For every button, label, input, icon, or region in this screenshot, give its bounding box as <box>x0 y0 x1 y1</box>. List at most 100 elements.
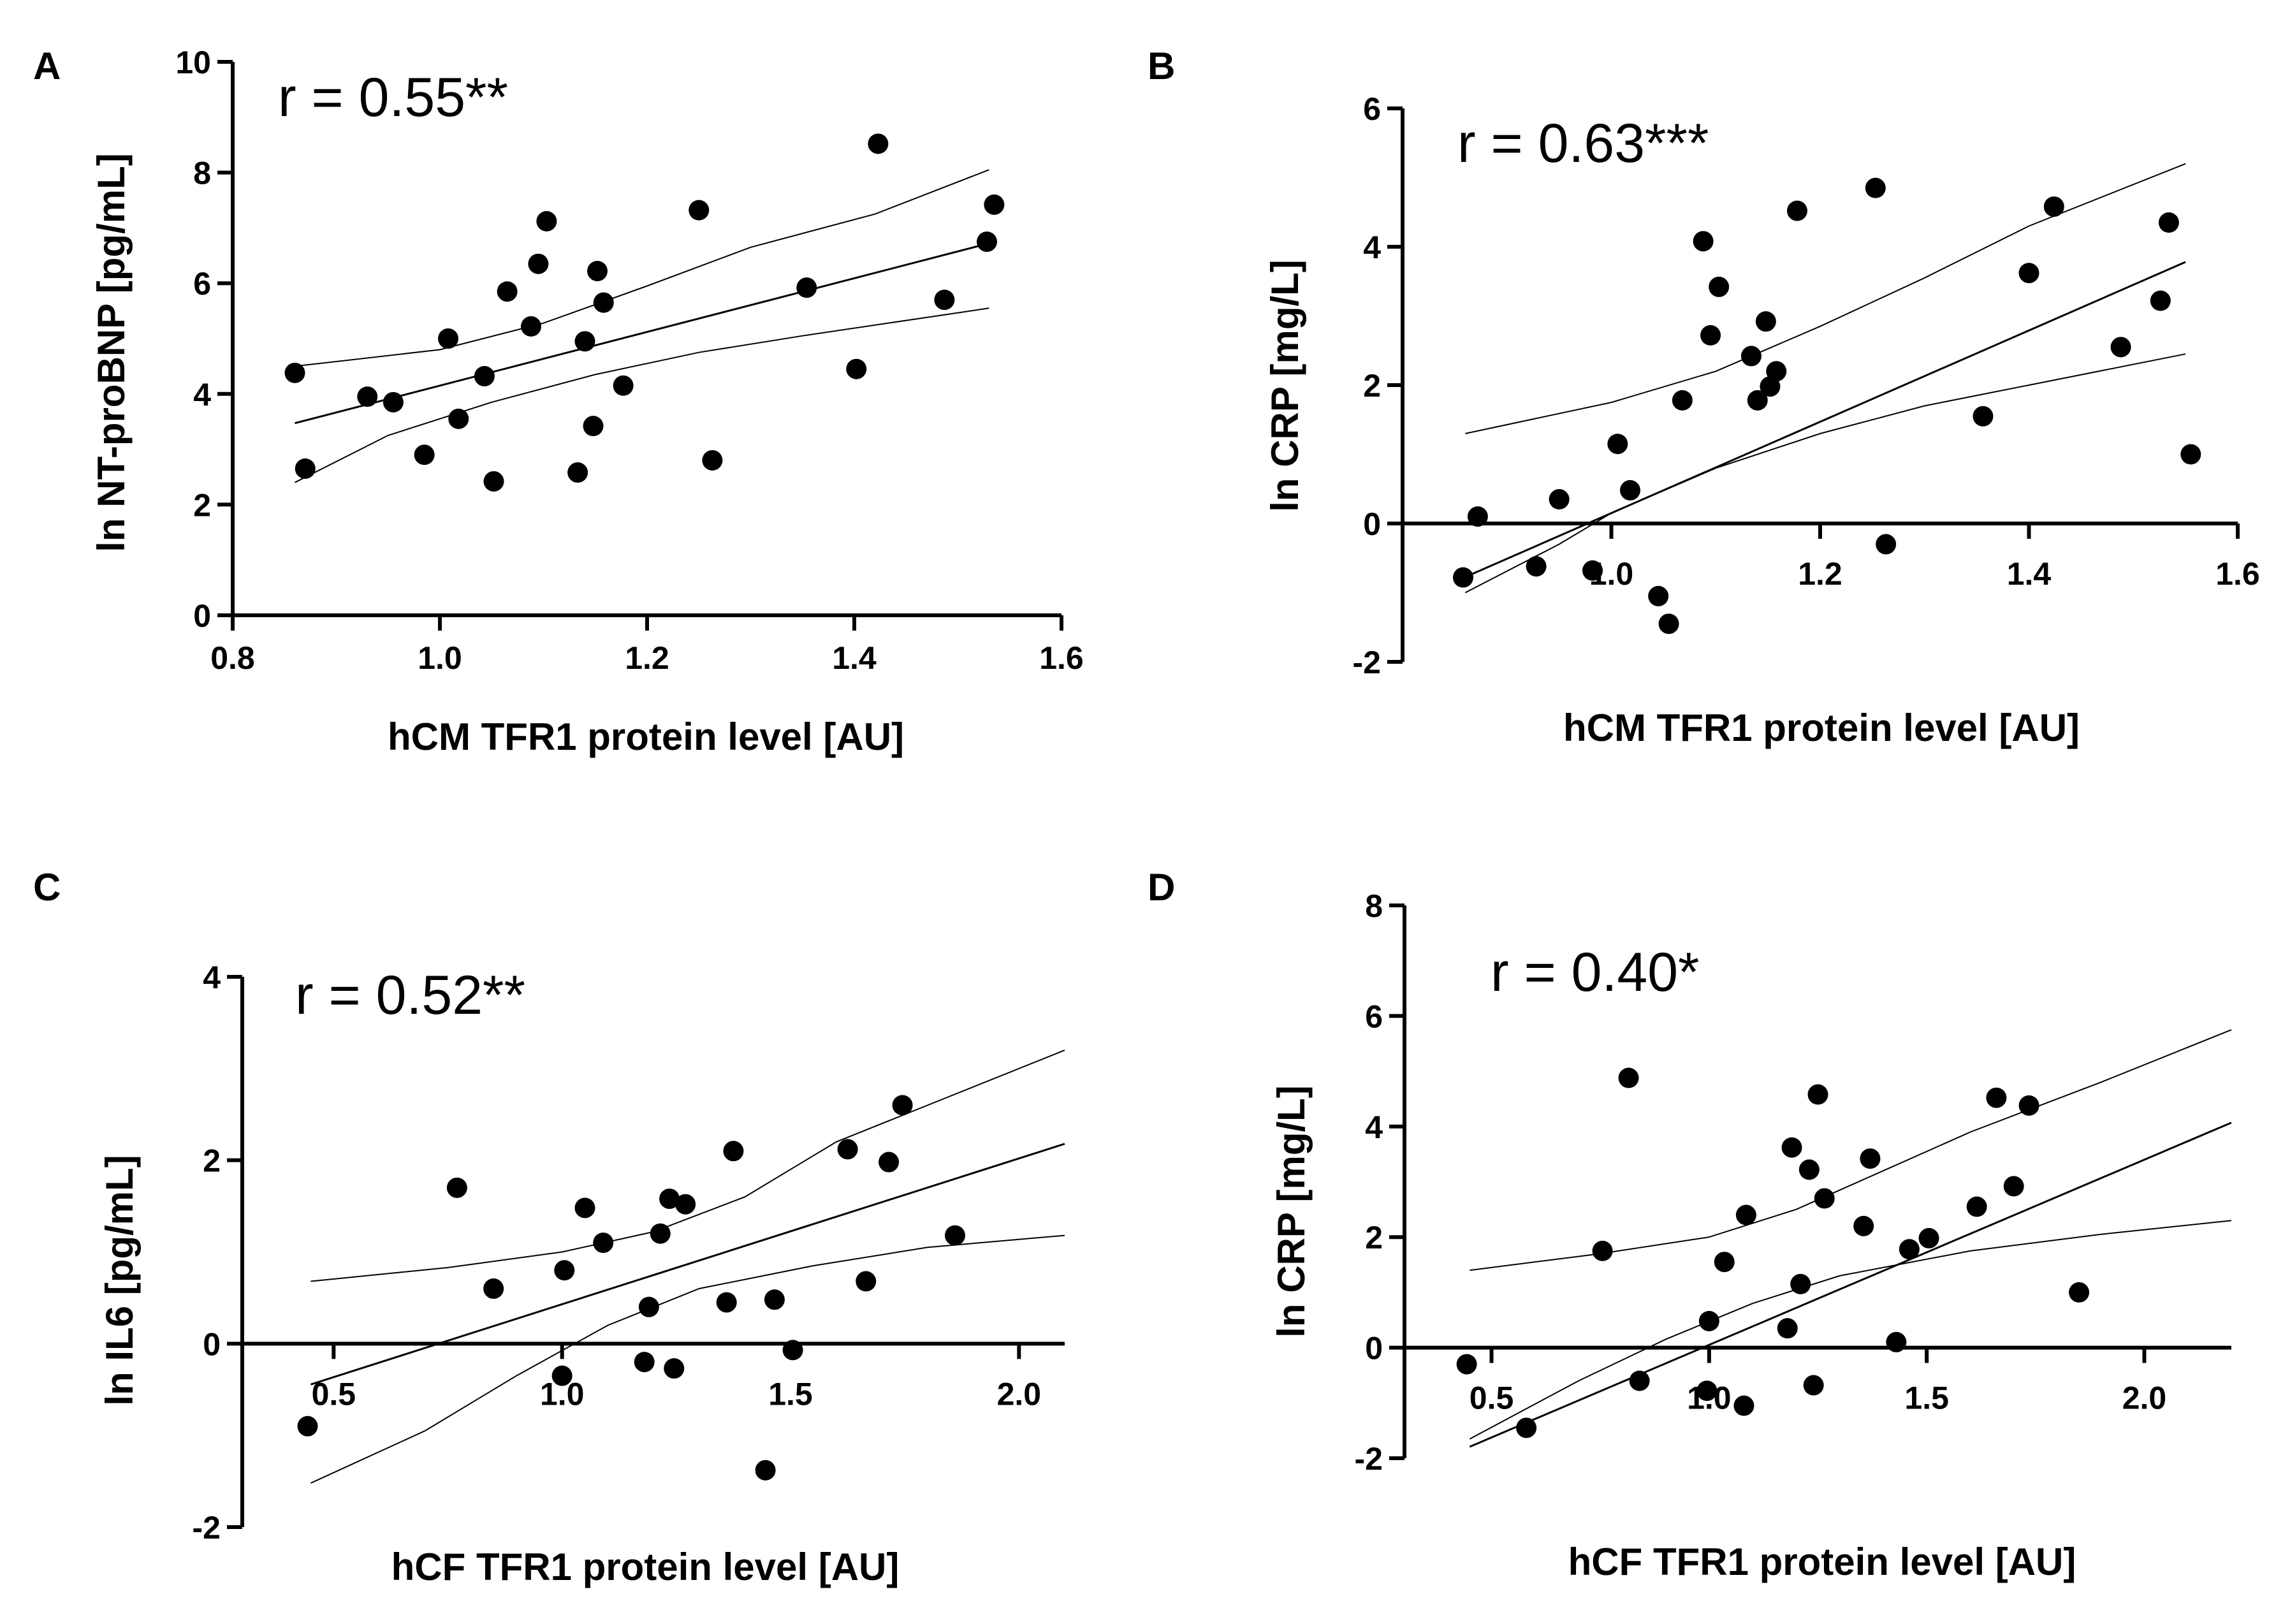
y-tick-label-d: 2 <box>1365 1220 1383 1255</box>
y-tick-label-b: 2 <box>1363 368 1381 404</box>
data-point-a <box>295 458 316 479</box>
data-point-c <box>723 1141 744 1162</box>
ci-lower-band-d <box>1469 1220 2232 1440</box>
y-tick-label-d: 6 <box>1365 999 1383 1034</box>
data-point-b <box>1582 560 1603 581</box>
data-point-b <box>1973 406 1994 427</box>
data-point-a <box>593 292 614 313</box>
correlation-label-c: r = 0.52** <box>295 965 525 1026</box>
data-point-b <box>1766 361 1787 382</box>
y-tick-label-c: 4 <box>203 960 221 995</box>
data-point-a <box>474 366 495 387</box>
correlation-label-a: r = 0.55** <box>278 67 508 128</box>
data-point-b <box>1619 479 1640 501</box>
panel-d: D r = 0.40* ln CRP [mg/L] hCF TFR1 prote… <box>1148 866 2232 1583</box>
x-tick-label-c: 2.0 <box>997 1376 1042 1412</box>
data-point-a <box>613 375 634 396</box>
data-point-d <box>1886 1331 1907 1352</box>
y-tick-label-a: 4 <box>193 377 211 413</box>
x-tick-label-b: 1.6 <box>2215 556 2260 592</box>
data-point-d <box>1456 1354 1477 1375</box>
y-tick-label-b: 4 <box>1363 230 1381 265</box>
plot-area-a: 0 2 4 6 8 10 0.8 1.0 1.2 1.4 1.6 <box>175 45 1083 676</box>
ci-upper-band-c <box>310 1050 1065 1282</box>
data-point-d <box>1899 1239 1920 1260</box>
data-point-c <box>551 1365 573 1386</box>
y-tick-label-a: 2 <box>193 487 211 523</box>
data-point-c <box>782 1340 803 1361</box>
panel-b: B r = 0.63*** ln CRP [mg/L] hCM TFR1 pro… <box>1148 45 2260 749</box>
data-point-d <box>1592 1240 1613 1261</box>
panel-a: A r = 0.55** ln NT-proBNP [pg/mL] hCM TF… <box>33 45 1084 758</box>
data-point-d <box>1733 1395 1754 1416</box>
data-point-d <box>2069 1282 2090 1303</box>
data-point-a <box>448 408 469 429</box>
data-point-d <box>1790 1273 1811 1294</box>
x-tick-label-b: 1.4 <box>2007 556 2052 592</box>
x-axis-title-d: hCF TFR1 protein level [AU] <box>1568 1540 2076 1583</box>
data-point-b <box>1467 506 1488 527</box>
data-point-b <box>1693 231 1714 252</box>
data-point-c <box>659 1189 680 1210</box>
y-tick-label-a: 10 <box>175 45 211 80</box>
correlation-label-d: r = 0.40* <box>1491 942 1700 1003</box>
y-tick-label-b: -2 <box>1353 645 1381 680</box>
data-point-d <box>1629 1370 1650 1391</box>
regression-line-a <box>295 242 989 425</box>
data-point-c <box>675 1194 696 1215</box>
ci-upper-band-d <box>1470 1029 2232 1271</box>
ci-lower-band-b <box>1464 353 2186 594</box>
data-point-d <box>2018 1095 2039 1116</box>
y-tick-label-c: 0 <box>203 1326 221 1362</box>
data-point-d <box>1618 1067 1639 1088</box>
data-point-c <box>483 1278 504 1299</box>
regression-line-b <box>1464 261 2186 578</box>
data-point-d <box>1781 1137 1802 1158</box>
data-point-c <box>297 1416 318 1437</box>
data-point-a <box>689 200 710 221</box>
data-point-a <box>846 358 867 379</box>
data-point-d <box>1698 1310 1719 1331</box>
data-point-c <box>650 1223 671 1244</box>
data-point-a <box>574 331 595 352</box>
data-point-c <box>879 1152 900 1173</box>
data-point-d <box>1777 1318 1798 1339</box>
panel-letter-a: A <box>33 45 61 87</box>
data-point-d <box>1735 1204 1756 1225</box>
y-tick-label-a: 6 <box>193 266 211 302</box>
data-point-b <box>1876 534 1897 555</box>
x-tick-label-d: 2.0 <box>2122 1380 2167 1416</box>
data-point-c <box>638 1296 659 1317</box>
data-point-b <box>2150 290 2171 311</box>
x-tick-label-a: 1.2 <box>625 640 669 676</box>
y-axis-title-d: ln CRP [mg/L] <box>1270 1085 1313 1338</box>
data-point-a <box>587 261 608 282</box>
x-axis-title-a: hCM TFR1 protein level [AU] <box>388 715 904 758</box>
data-point-b <box>2043 196 2064 217</box>
data-point-d <box>1696 1380 1718 1401</box>
data-point-a <box>702 450 723 471</box>
y-axis-title-a: ln NT-proBNP [pg/mL] <box>90 153 133 552</box>
ci-lower-band-a <box>295 307 989 483</box>
data-point-a <box>284 362 305 383</box>
x-axis-title-c: hCF TFR1 protein level [AU] <box>391 1546 900 1588</box>
y-tick-label-d: 8 <box>1365 888 1383 924</box>
data-point-c <box>837 1139 858 1160</box>
data-point-a <box>521 316 541 337</box>
data-point-b <box>1452 567 1473 588</box>
data-point-b <box>1648 585 1669 606</box>
x-axis-title-b: hCM TFR1 protein level [AU] <box>1563 706 2080 749</box>
y-tick-label-b: 0 <box>1363 506 1381 542</box>
data-point-a <box>536 210 557 231</box>
data-point-b <box>1526 556 1547 577</box>
data-point-a <box>796 277 817 298</box>
x-tick-label-a: 0.8 <box>210 640 255 676</box>
data-point-b <box>1658 613 1679 634</box>
data-point-a <box>357 386 378 407</box>
y-tick-label-d: 4 <box>1365 1109 1383 1145</box>
data-point-b <box>1786 200 1807 221</box>
x-tick-label-d: 1.5 <box>1904 1380 1949 1416</box>
data-point-c <box>664 1358 685 1379</box>
x-tick-label-c: 1.5 <box>768 1376 813 1412</box>
